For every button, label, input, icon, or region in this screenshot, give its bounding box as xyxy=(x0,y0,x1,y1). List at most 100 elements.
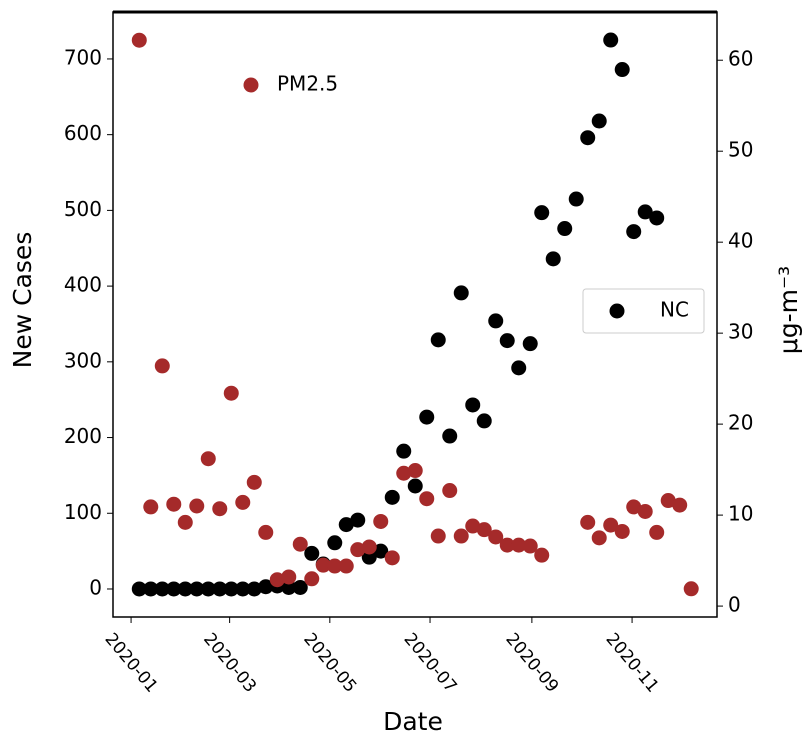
point xyxy=(223,385,239,401)
point xyxy=(603,517,619,533)
point xyxy=(200,451,216,467)
legend-label: PM2.5 xyxy=(277,72,338,96)
point xyxy=(338,558,354,574)
point xyxy=(223,581,239,597)
point xyxy=(166,496,182,512)
point xyxy=(488,313,504,329)
point xyxy=(476,413,492,429)
x-tick-label: 2020-11 xyxy=(602,629,663,696)
point xyxy=(338,517,354,533)
point xyxy=(189,581,205,597)
y-tick-label: 700 xyxy=(64,45,102,69)
y2-axis-label: μg-m⁻³ xyxy=(774,266,803,354)
point xyxy=(419,409,435,425)
point xyxy=(637,503,653,519)
point xyxy=(522,538,538,554)
y-tick-label: 500 xyxy=(64,197,102,221)
y2-tick-label: 10 xyxy=(728,502,753,526)
point xyxy=(511,537,527,553)
point xyxy=(603,32,619,48)
point xyxy=(580,514,596,530)
point xyxy=(361,539,377,555)
y-tick-label: 100 xyxy=(64,500,102,524)
point xyxy=(442,483,458,499)
point xyxy=(637,204,653,220)
x-axis-label: Date xyxy=(383,707,443,736)
y-tick-label: 0 xyxy=(89,575,102,599)
point xyxy=(200,581,216,597)
point xyxy=(281,569,297,585)
point xyxy=(292,536,308,552)
point xyxy=(649,524,665,540)
point xyxy=(327,535,343,551)
x-tick-label: 2020-01 xyxy=(101,629,162,696)
point xyxy=(212,581,228,597)
point xyxy=(672,497,688,513)
point xyxy=(373,513,389,529)
point xyxy=(281,579,297,595)
y-tick-label: 400 xyxy=(64,273,102,297)
point xyxy=(568,191,584,207)
point xyxy=(396,443,412,459)
legend-marker xyxy=(609,303,625,319)
point xyxy=(453,285,469,301)
point xyxy=(384,550,400,566)
point xyxy=(235,494,251,510)
y2-tick-label: 60 xyxy=(728,47,753,71)
point xyxy=(131,581,147,597)
point xyxy=(591,113,607,129)
y2-tick-label: 30 xyxy=(728,320,753,344)
point xyxy=(614,62,630,78)
point xyxy=(430,528,446,544)
point xyxy=(189,498,205,514)
point xyxy=(499,333,515,349)
point xyxy=(143,581,159,597)
point xyxy=(396,465,412,481)
point xyxy=(166,581,182,597)
point xyxy=(545,251,561,267)
point xyxy=(327,558,343,574)
point xyxy=(177,581,193,597)
point xyxy=(442,428,458,444)
x-tick-label: 2020-07 xyxy=(400,629,461,696)
legend-label: NC xyxy=(660,298,689,322)
point xyxy=(580,130,596,146)
point xyxy=(614,523,630,539)
point xyxy=(476,522,492,538)
point xyxy=(131,32,147,48)
y-tick-label: 300 xyxy=(64,348,102,372)
y-tick-label: 600 xyxy=(64,121,102,145)
point xyxy=(453,528,469,544)
point xyxy=(557,221,573,237)
point xyxy=(430,332,446,348)
y-tick-label: 200 xyxy=(64,424,102,448)
point xyxy=(534,205,550,221)
y2-tick-label: 40 xyxy=(728,229,753,253)
y-axis-label: New Cases xyxy=(8,232,37,369)
point xyxy=(522,336,538,352)
point xyxy=(304,545,320,561)
point xyxy=(683,581,699,597)
point xyxy=(660,493,676,509)
point xyxy=(154,581,170,597)
legend-box xyxy=(582,288,705,334)
point xyxy=(143,499,159,515)
point xyxy=(419,491,435,507)
x-tick-label: 2020-09 xyxy=(501,629,562,696)
x-tick-label: 2020-03 xyxy=(199,629,260,696)
point xyxy=(511,360,527,376)
point xyxy=(534,547,550,563)
point xyxy=(465,518,481,534)
point xyxy=(350,512,366,528)
point xyxy=(246,581,262,597)
point xyxy=(177,514,193,530)
point xyxy=(591,530,607,546)
point xyxy=(258,579,274,595)
point xyxy=(384,489,400,505)
point xyxy=(154,358,170,374)
point xyxy=(465,397,481,413)
y2-tick-label: 50 xyxy=(728,138,753,162)
point xyxy=(246,474,262,490)
point xyxy=(373,543,389,559)
